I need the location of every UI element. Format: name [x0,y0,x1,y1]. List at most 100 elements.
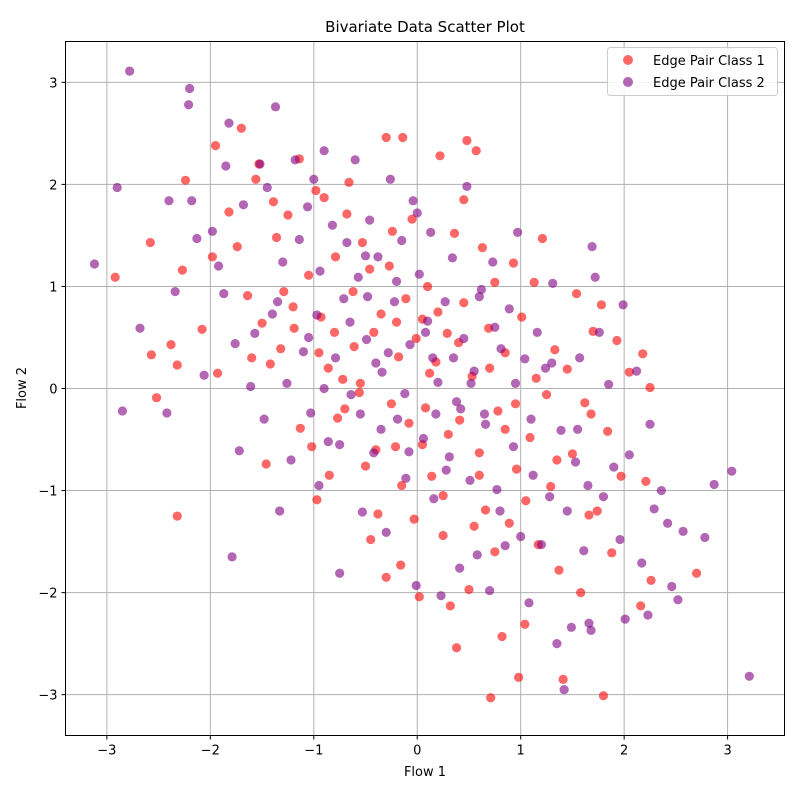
scatter-point [335,440,345,450]
scatter-point [516,531,526,542]
scatter-point [649,504,659,514]
scatter-point [304,270,314,280]
scatter-point [232,242,242,252]
scatter-point [438,491,448,501]
scatter-point [265,359,275,369]
scatter-point [394,352,404,362]
scatter-point [459,298,469,308]
scatter-point [411,333,421,344]
scatter-point [567,449,578,459]
scatter-point [365,215,375,225]
scatter-point [324,470,334,480]
scatter-point [278,257,288,267]
scatter-point [346,390,356,400]
scatter-point [514,672,524,682]
scatter-point [541,390,552,400]
scatter-point [524,598,534,608]
scatter-point [559,684,569,695]
scatter-point [271,232,282,243]
scatter-point [391,317,402,327]
legend-marker-class-2 [623,77,633,87]
scatter-point [656,485,666,496]
scatter-point [302,202,313,212]
scatter-point [552,455,562,465]
scatter-point [350,155,360,165]
scatter-point [641,476,651,486]
scatter-point [329,327,340,337]
scatter-point [445,601,455,611]
scatter-point [332,413,343,423]
scatter-point [431,409,441,419]
scatter-point [604,379,614,390]
scatter-point [369,448,379,458]
scatter-point [537,233,548,244]
scatter-point [612,335,622,346]
scatter-point [199,370,209,380]
scatter-point [276,344,286,354]
scatter-point [550,345,560,355]
scatter-point [404,447,414,457]
scatter-point [638,349,648,359]
scatter-point [435,151,445,161]
scatter-point [529,277,539,287]
scatter-point [455,415,465,425]
scatter-point [552,639,562,649]
scatter-point [451,643,462,653]
scatter-point [224,118,234,128]
scatter-point [556,425,566,435]
scatter-point [422,281,433,292]
scatter-point [511,464,522,474]
scatter-point [485,585,495,596]
y-tick-label: 2 [49,178,57,193]
scatter-point [691,568,702,578]
scatter-point [428,353,438,363]
scatter-point [89,259,100,269]
scatter-point [420,403,431,413]
x-tick-label: 3 [723,744,731,759]
scatter-point [438,530,448,541]
scatter-point [210,141,221,151]
scatter-point [528,470,538,480]
scatter-point [414,269,424,279]
scatter-point [306,408,316,418]
scatter-point [172,511,182,521]
scatter-point [355,409,365,419]
scatter-point [373,509,383,519]
scatter-point [270,102,281,112]
scatter-point [709,479,719,490]
scatter-point [272,297,283,307]
scatter-point [508,442,519,452]
scatter-point [366,534,376,545]
scatter-point [427,471,437,481]
scatter-point [477,243,488,253]
scatter-point [397,235,407,246]
scatter-point [283,210,293,220]
y-tick-label: 1 [49,280,57,295]
scatter-point [275,506,285,516]
scatter-point [448,353,459,363]
scatter-point [354,387,364,398]
scatter-point [289,323,299,333]
y-tick-label: −1 [38,485,57,500]
scatter-point [497,631,507,642]
scatter-point [125,66,135,76]
scatter-point [420,327,431,337]
scatter-point [250,328,260,338]
scatter-point [624,367,634,377]
scatter-point [401,294,411,304]
scatter-point [170,286,180,297]
scatter-point [219,288,229,299]
scatter-point [294,234,304,245]
scatter-point [469,366,479,376]
scatter-point [620,614,630,624]
scatter-point [259,414,269,424]
scatter-point [162,408,172,418]
scatter-point [360,251,371,261]
legend-label-class-2: Edge Pair Class 2 [653,76,765,91]
chart-title: Bivariate Data Scatter Plot [325,18,525,36]
scatter-point [234,446,244,456]
scatter-point [727,466,737,476]
scatter-point [314,348,324,358]
scatter-point [631,366,642,376]
scatter-point [547,358,557,368]
